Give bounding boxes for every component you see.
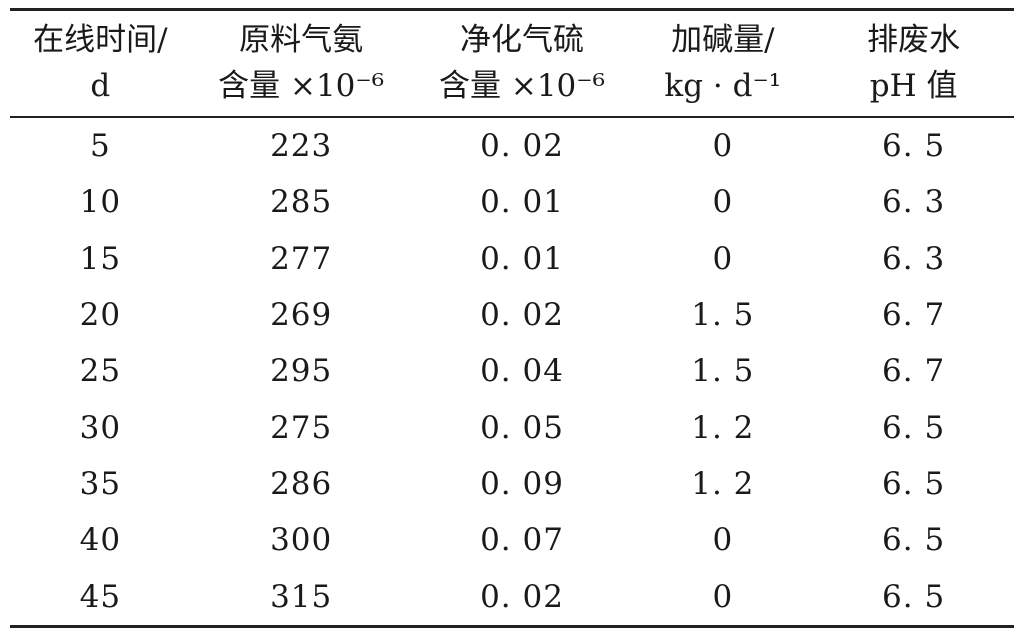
cell-feed-ammonia: 277 [270,240,333,277]
cell-online-time: 20 [79,297,122,334]
cell-online-time: 5 [89,128,111,165]
table-row: 15 277 0. 01 0 6. 3 [10,231,1014,287]
header-wastewater-ph-line2: pH 值 [869,68,958,104]
cell-wastewater-ph: 6. 5 [882,578,946,615]
cell-purified-sulfur: 0. 07 [480,522,564,559]
cell-alkali-dose: 0 [712,240,734,277]
cell-online-time: 35 [79,465,122,502]
cell-feed-ammonia: 286 [270,465,333,502]
header-row: 在线时间/ d 原料气氨 含量 ×10⁻⁶ 净化气硫 含量 ×10⁻⁶ 加碱量/… [10,9,1014,118]
header-purified-sulfur: 净化气硫 含量 ×10⁻⁶ [412,10,633,118]
cell-online-time: 40 [79,522,122,559]
table-row: 40 300 0. 07 0 6. 5 [10,512,1014,568]
cell-purified-sulfur: 0. 09 [480,465,564,502]
header-feed-ammonia: 原料气氨 含量 ×10⁻⁶ [191,10,412,118]
cell-online-time: 25 [79,353,122,390]
header-purified-sulfur-line1: 净化气硫 [460,22,585,58]
table-row: 35 286 0. 09 1. 2 6. 5 [10,456,1014,512]
table-row: 25 295 0. 04 1. 5 6. 7 [10,343,1014,399]
cell-purified-sulfur: 0. 01 [480,240,564,277]
header-online-time-line1: 在线时间/ [33,22,168,58]
header-feed-ammonia-line1: 原料气氨 [239,22,364,58]
cell-feed-ammonia: 269 [270,297,333,334]
header-alkali-dose: 加碱量/ kg · d⁻¹ [632,10,813,118]
table-row: 10 285 0. 01 0 6. 3 [10,174,1014,230]
table-header: 在线时间/ d 原料气氨 含量 ×10⁻⁶ 净化气硫 含量 ×10⁻⁶ 加碱量/… [10,9,1014,118]
cell-purified-sulfur: 0. 04 [480,353,564,390]
cell-wastewater-ph: 6. 5 [882,465,946,502]
cell-alkali-dose: 1. 5 [691,353,755,390]
cell-feed-ammonia: 300 [270,522,333,559]
table-row: 5 223 0. 02 0 6. 5 [10,117,1014,174]
cell-online-time: 30 [79,409,122,446]
table-body: 5 223 0. 02 0 6. 5 10 285 0. 01 0 6. 3 1… [10,117,1014,627]
header-online-time: 在线时间/ d [10,10,191,118]
cell-feed-ammonia: 223 [270,128,333,165]
header-purified-sulfur-line2: 含量 ×10⁻⁶ [438,68,606,104]
cell-online-time: 45 [79,578,122,615]
cell-wastewater-ph: 6. 7 [882,353,946,390]
cell-alkali-dose: 1. 2 [691,409,755,446]
table-row: 45 315 0. 02 0 6. 5 [10,568,1014,627]
data-table: 在线时间/ d 原料气氨 含量 ×10⁻⁶ 净化气硫 含量 ×10⁻⁶ 加碱量/… [10,8,1014,628]
cell-purified-sulfur: 0. 05 [480,409,564,446]
cell-wastewater-ph: 6. 5 [882,128,946,165]
cell-purified-sulfur: 0. 02 [480,128,564,165]
cell-purified-sulfur: 0. 02 [480,578,564,615]
cell-purified-sulfur: 0. 02 [480,297,564,334]
cell-wastewater-ph: 6. 7 [882,297,946,334]
header-online-time-line2: d [90,68,111,104]
cell-wastewater-ph: 6. 5 [882,409,946,446]
data-table-container: 在线时间/ d 原料气氨 含量 ×10⁻⁶ 净化气硫 含量 ×10⁻⁶ 加碱量/… [10,8,1014,628]
cell-feed-ammonia: 295 [270,353,333,390]
header-wastewater-ph-line1: 排废水 [867,22,961,58]
header-alkali-dose-line1: 加碱量/ [671,22,775,58]
cell-purified-sulfur: 0. 01 [480,184,564,221]
cell-wastewater-ph: 6. 3 [882,184,946,221]
cell-alkali-dose: 1. 5 [691,297,755,334]
cell-wastewater-ph: 6. 5 [882,522,946,559]
cell-wastewater-ph: 6. 3 [882,240,946,277]
table-row: 20 269 0. 02 1. 5 6. 7 [10,287,1014,343]
cell-feed-ammonia: 285 [270,184,333,221]
cell-alkali-dose: 0 [712,578,734,615]
cell-feed-ammonia: 315 [270,578,333,615]
header-wastewater-ph: 排废水 pH 值 [813,10,1014,118]
cell-alkali-dose: 0 [712,128,734,165]
header-feed-ammonia-line2: 含量 ×10⁻⁶ [218,68,385,104]
cell-feed-ammonia: 275 [270,409,333,446]
cell-alkali-dose: 0 [712,184,734,221]
cell-alkali-dose: 0 [712,522,734,559]
cell-online-time: 15 [79,240,122,277]
cell-alkali-dose: 1. 2 [691,465,755,502]
table-row: 30 275 0. 05 1. 2 6. 5 [10,399,1014,455]
cell-online-time: 10 [79,184,122,221]
header-alkali-dose-line2: kg · d⁻¹ [664,68,782,104]
